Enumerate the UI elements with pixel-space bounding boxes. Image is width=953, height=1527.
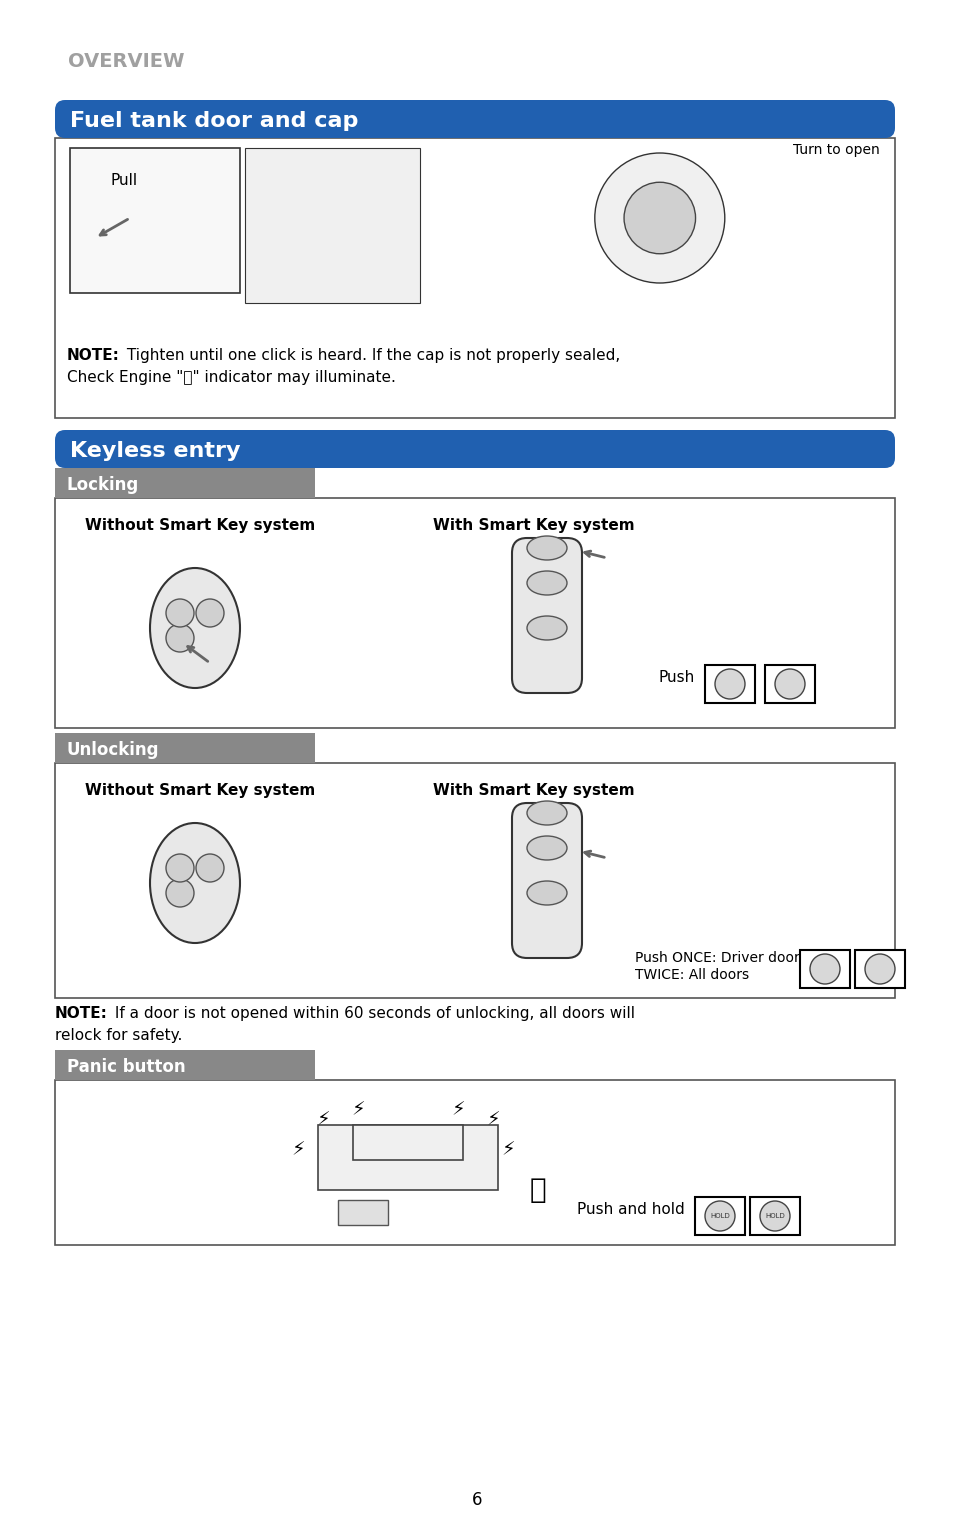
Circle shape (166, 599, 193, 628)
Bar (55, 467, 314, 498)
Text: Push ONCE: Driver door: Push ONCE: Driver door (635, 951, 799, 965)
Bar (55, 498, 894, 728)
Text: Without Smart Key system: Without Smart Key system (85, 783, 314, 799)
Circle shape (166, 625, 193, 652)
Text: ⚡: ⚡ (485, 1110, 499, 1130)
Text: NOTE:: NOTE: (67, 348, 120, 363)
Ellipse shape (526, 571, 566, 596)
Text: 6: 6 (471, 1490, 482, 1509)
Ellipse shape (526, 536, 566, 560)
Text: Keyless entry: Keyless entry (70, 441, 240, 461)
Text: ⚡: ⚡ (451, 1101, 464, 1119)
Text: NOTE:: NOTE: (55, 1006, 108, 1022)
Text: Locking: Locking (67, 476, 139, 495)
Circle shape (623, 182, 695, 253)
Text: Unlocking: Unlocking (67, 741, 159, 759)
Ellipse shape (150, 568, 240, 689)
Circle shape (594, 153, 724, 282)
Bar (55, 733, 314, 764)
Circle shape (195, 599, 224, 628)
Text: TWICE: All doors: TWICE: All doors (635, 968, 748, 982)
Circle shape (714, 669, 744, 699)
Text: Fuel tank door and cap: Fuel tank door and cap (70, 111, 358, 131)
Bar (854, 950, 904, 988)
Text: With Smart Key system: With Smart Key system (433, 518, 634, 533)
Bar (55, 1080, 894, 1245)
Text: Without Smart Key system: Without Smart Key system (85, 518, 314, 533)
Ellipse shape (150, 823, 240, 944)
Bar (704, 664, 754, 702)
Text: If a door is not opened within 60 seconds of unlocking, all doors will: If a door is not opened within 60 second… (110, 1006, 635, 1022)
Text: ⚡: ⚡ (315, 1110, 330, 1130)
Circle shape (195, 854, 224, 883)
Text: Check Engine "Ⓜ" indicator may illuminate.: Check Engine "Ⓜ" indicator may illuminat… (67, 370, 395, 385)
Circle shape (704, 1202, 734, 1231)
Text: relock for safety.: relock for safety. (55, 1028, 182, 1043)
Bar (55, 137, 894, 418)
Circle shape (166, 854, 193, 883)
FancyBboxPatch shape (512, 538, 581, 693)
Text: With Smart Key system: With Smart Key system (433, 783, 634, 799)
Circle shape (809, 954, 840, 983)
Bar (245, 148, 419, 302)
Bar (695, 1197, 744, 1235)
FancyBboxPatch shape (55, 431, 894, 467)
Circle shape (166, 880, 193, 907)
Bar (70, 148, 240, 293)
Text: ⚡: ⚡ (351, 1101, 364, 1119)
Ellipse shape (526, 835, 566, 860)
FancyBboxPatch shape (55, 99, 894, 137)
Bar (353, 1125, 462, 1161)
Text: ⚡: ⚡ (500, 1141, 514, 1159)
Bar (749, 1197, 800, 1235)
Text: ⚡: ⚡ (291, 1141, 304, 1159)
Text: Tighten until one click is heard. If the cap is not properly sealed,: Tighten until one click is heard. If the… (122, 348, 619, 363)
Text: Push and hold: Push and hold (577, 1202, 684, 1217)
Bar (55, 764, 894, 999)
Ellipse shape (526, 615, 566, 640)
Text: Turn to open: Turn to open (792, 144, 879, 157)
Circle shape (760, 1202, 789, 1231)
Text: HOLD: HOLD (764, 1212, 784, 1219)
Bar (800, 950, 849, 988)
FancyBboxPatch shape (512, 803, 581, 957)
Bar (764, 664, 814, 702)
Circle shape (864, 954, 894, 983)
Bar (337, 1200, 387, 1225)
Bar (317, 1125, 497, 1190)
Text: OVERVIEW: OVERVIEW (68, 52, 184, 70)
Circle shape (774, 669, 804, 699)
Text: Push: Push (659, 670, 695, 686)
Text: 🏃: 🏃 (529, 1176, 545, 1203)
Ellipse shape (526, 881, 566, 906)
Text: Pull: Pull (110, 173, 137, 188)
Ellipse shape (526, 802, 566, 825)
Bar (55, 1051, 314, 1080)
Text: Panic button: Panic button (67, 1058, 186, 1077)
Text: HOLD: HOLD (709, 1212, 729, 1219)
